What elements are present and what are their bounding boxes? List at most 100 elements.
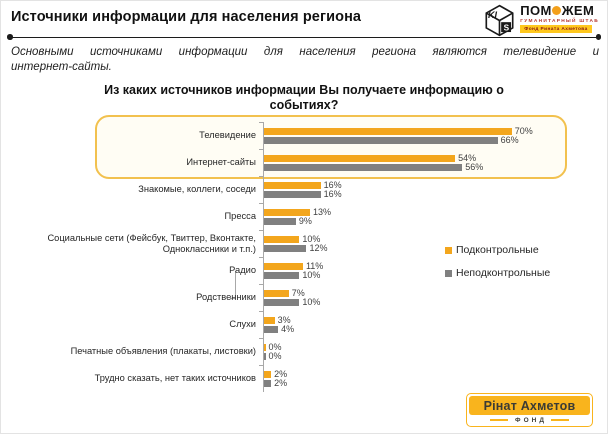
svg-text:S: S xyxy=(504,23,510,32)
chart-legend: Подконтрольные Неподконтрольные xyxy=(445,244,550,279)
chart-row: Пресса 13% 9% xyxy=(29,202,591,230)
fond-label: ФОНД xyxy=(467,417,592,424)
bar-line: 3% xyxy=(264,316,591,325)
bar-line: 9% xyxy=(264,215,591,226)
bar-controlled xyxy=(264,317,275,324)
pomozhem-banner: Фонд Рината Ахметова xyxy=(520,25,592,33)
legend-item: Неподконтрольные xyxy=(445,267,550,279)
bar-line: 2% xyxy=(264,369,591,379)
bar-line: 10% xyxy=(264,269,591,280)
axis-line-tail xyxy=(229,271,236,299)
bar-controlled xyxy=(264,128,512,135)
bar-controlled xyxy=(264,263,303,270)
bar-group: 70% 66% xyxy=(259,121,591,149)
bar-line: 7% xyxy=(264,288,591,298)
value-label: 13% xyxy=(313,207,332,217)
dash-left xyxy=(490,419,509,421)
bar-line: 4% xyxy=(264,324,591,333)
bar-controlled xyxy=(264,290,289,297)
bar-line: 12% xyxy=(264,242,591,253)
header-divider xyxy=(7,34,601,40)
legend-label: Подконтрольные xyxy=(456,244,539,256)
value-label: 54% xyxy=(458,153,477,163)
bar-controlled xyxy=(264,371,272,378)
orange-dot-icon xyxy=(552,6,562,15)
bar-group: 0% 0% xyxy=(259,337,591,365)
bar-line: 11% xyxy=(264,261,591,271)
bar-uncontrolled xyxy=(264,217,296,225)
chart-row: Трудно сказать, нет таких источников 2% 2% xyxy=(29,364,591,392)
category-label: Пресса xyxy=(224,211,257,222)
chart-row: Интернет-сайты 54% 56% xyxy=(29,148,591,176)
bar-group: 13% 9% xyxy=(259,202,591,230)
chart-title: Из каких источников информации Вы получа… xyxy=(69,83,539,113)
bar-group: 54% 56% xyxy=(259,148,591,176)
chart-row: Телевидение 70% 66% xyxy=(29,121,591,149)
bar-uncontrolled xyxy=(264,352,266,360)
value-label: 11% xyxy=(305,261,324,271)
bar-controlled xyxy=(264,344,266,351)
intro-line-1: Основными источниками информации для нас… xyxy=(11,46,599,58)
chart-row: Социальные сети (Фейсбук, Твиттер, Вконт… xyxy=(29,229,591,257)
pomozhem-subtitle: ГУМАНИТАРНЫЙ ШТАБ xyxy=(520,18,599,24)
bar-line: 13% xyxy=(264,207,591,217)
bar-uncontrolled xyxy=(264,325,279,333)
bar-group: 7% 10% xyxy=(259,283,591,311)
value-label: 70% xyxy=(514,126,533,136)
legend-swatch xyxy=(445,246,452,254)
svg-text:KI: KI xyxy=(488,10,498,20)
value-label: 2% xyxy=(274,369,288,379)
bar-line: 70% xyxy=(264,126,591,136)
bar-uncontrolled xyxy=(264,298,300,306)
category-label: Интернет-сайты xyxy=(186,157,256,168)
bar-line: 0% xyxy=(264,351,591,360)
chart-row: Слухи 3% 4% xyxy=(29,310,591,338)
chart-row: Родственники 7% 10% xyxy=(29,283,591,311)
chart-row: Знакомые, коллеги, соседи 16% 16% xyxy=(29,175,591,203)
value-label: 66% xyxy=(500,134,519,145)
bar-group: 11% 10% xyxy=(259,256,591,284)
intro-line-2: интернет-сайты. xyxy=(11,61,112,73)
value-label: 7% xyxy=(291,288,305,298)
bar-uncontrolled xyxy=(264,271,300,279)
bar-line: 66% xyxy=(264,134,591,145)
bar-group: 16% 16% xyxy=(259,175,591,203)
bar-line: 54% xyxy=(264,153,591,163)
category-label: Печатные объявления (плакаты, листовки) xyxy=(70,346,256,357)
dash-right xyxy=(550,419,569,421)
pomozhem-wordmark: ПОМ ЖЕМ xyxy=(520,3,595,18)
value-label: 10% xyxy=(302,234,321,244)
bar-chart: Телевидение 70% 66% Интернет-сайты 54% 56% Зна… xyxy=(29,121,591,392)
page-title: Источники информации для населения регио… xyxy=(11,9,362,25)
value-label: 10% xyxy=(302,296,321,307)
chart-title-line-1: Из каких источников информации Вы получа… xyxy=(104,83,504,97)
value-label: 10% xyxy=(302,269,321,280)
value-label: 56% xyxy=(465,161,484,172)
chart-row: Печатные объявления (плакаты, листовки) 0… xyxy=(29,337,591,365)
value-label: 0% xyxy=(268,342,282,352)
bar-line: 10% xyxy=(264,296,591,307)
chart-row: Радио 11% 10% xyxy=(29,256,591,284)
category-label: Социальные сети (Фейсбук, Твиттер, Вконт… xyxy=(47,233,256,254)
value-label: 9% xyxy=(298,215,312,226)
bar-group: 2% 2% xyxy=(259,364,591,392)
cube-logo-icon: KI S xyxy=(485,4,514,37)
bar-line: 0% xyxy=(264,342,591,352)
legend-item: Подконтрольные xyxy=(445,244,550,256)
chart-title-line-2: событиях? xyxy=(269,98,339,112)
bar-line: 16% xyxy=(264,181,591,190)
bar-uncontrolled xyxy=(264,136,498,144)
legend-swatch xyxy=(445,269,452,277)
bar-uncontrolled xyxy=(264,379,272,387)
bar-line: 10% xyxy=(264,234,591,244)
value-label: 12% xyxy=(309,242,328,253)
bar-group: 3% 4% xyxy=(259,310,591,338)
bar-controlled xyxy=(264,209,311,216)
bar-controlled xyxy=(264,236,300,243)
bar-controlled xyxy=(264,155,456,162)
category-label: Слухи xyxy=(229,319,256,330)
category-label: Знакомые, коллеги, соседи xyxy=(138,184,256,195)
intro-text: Основными источниками информации для нас… xyxy=(11,45,599,75)
bar-line: 56% xyxy=(264,161,591,172)
bar-line: 16% xyxy=(264,189,591,198)
